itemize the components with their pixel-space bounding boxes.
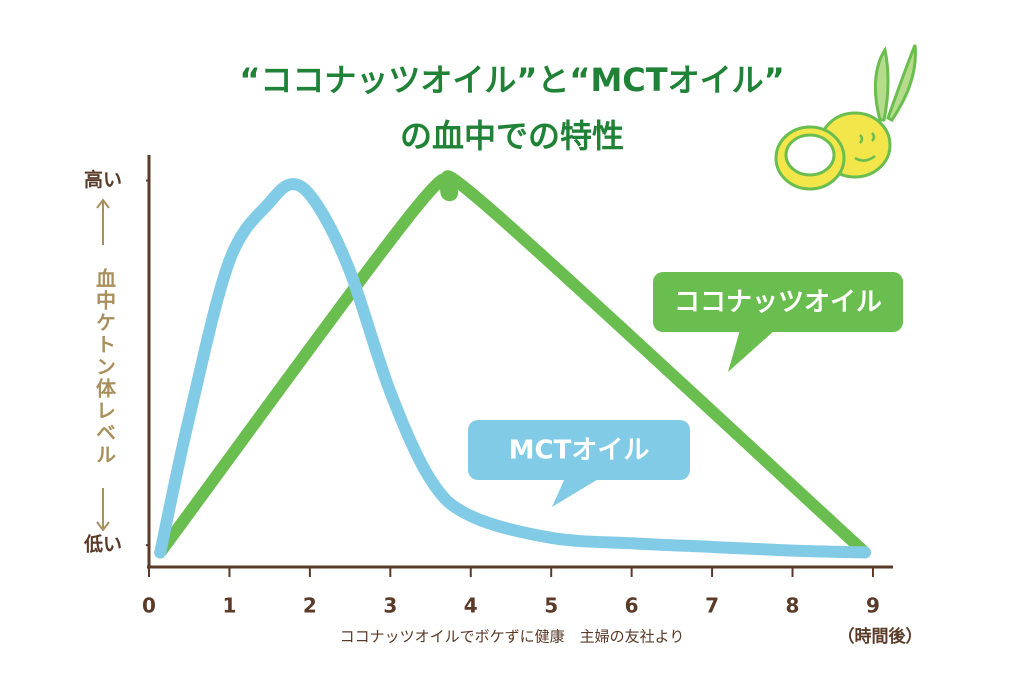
- y-tick-label: 低い: [83, 533, 122, 556]
- x-tick-label: 4: [464, 594, 478, 618]
- x-tick-label: 9: [866, 594, 880, 618]
- x-tick-label: 7: [705, 594, 719, 618]
- y-label-arrows: [96, 198, 110, 532]
- callout-green: [653, 272, 903, 372]
- x-tick-label: 6: [625, 594, 639, 618]
- legend-label: MCTオイル: [509, 436, 650, 466]
- x-tick-label: 1: [222, 594, 236, 618]
- data-line: [154, 178, 871, 559]
- x-tick-label: 0: [142, 594, 156, 618]
- source-note: ココナッツオイルでボケずに健康 主婦の友社より: [340, 628, 685, 646]
- x-axis-label: （時間後）: [838, 626, 923, 647]
- x-tick-label: 5: [544, 594, 558, 618]
- data-line: [154, 170, 871, 559]
- x-tick-label: 8: [786, 594, 800, 618]
- chart-title: “ココナッツオイル”と“MCTオイル”: [239, 61, 784, 99]
- legend-label: ココナッツオイル: [674, 288, 882, 318]
- callout-blue: [468, 420, 690, 507]
- chart-subtitle: の血中での特性: [400, 117, 624, 155]
- y-axis-label: 血中ケトン体レベル: [93, 267, 117, 466]
- y-tick-label: 高い: [84, 168, 122, 191]
- x-tick-label: 2: [303, 594, 317, 618]
- x-tick-label: 3: [383, 594, 397, 618]
- coconut-illustration: [774, 44, 917, 191]
